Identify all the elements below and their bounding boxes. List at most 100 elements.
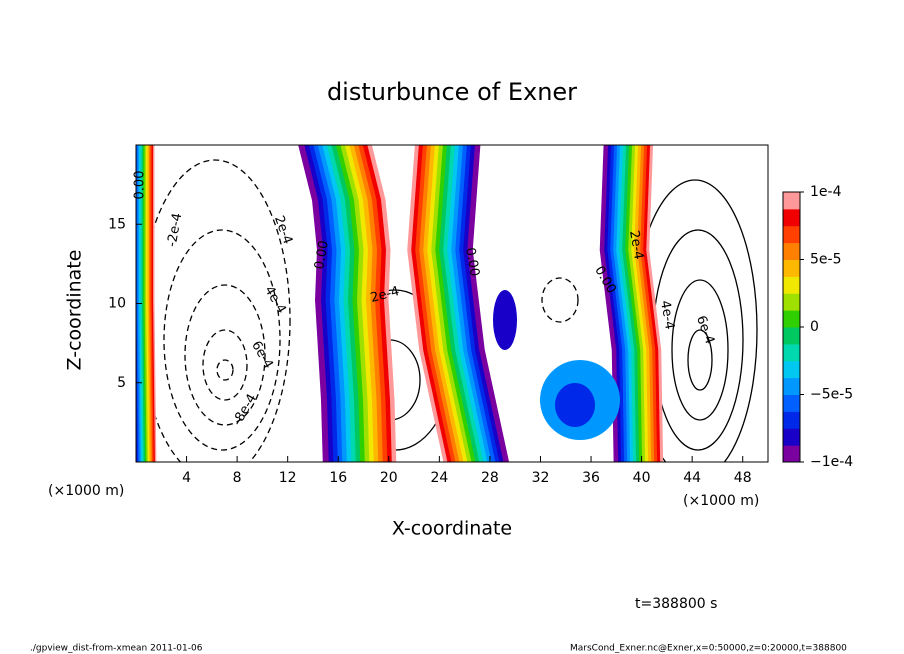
x-tick-label: 8 [233, 470, 242, 486]
color-band [641, 145, 661, 462]
y-tick-label: 5 [117, 375, 126, 391]
color-band [415, 145, 458, 462]
color-band [352, 145, 383, 462]
color-band [316, 145, 347, 462]
color-band [447, 145, 490, 462]
contour-label: 0.00 [462, 246, 482, 277]
colorbar-swatch [783, 310, 800, 328]
color-band [617, 145, 637, 462]
color-band [626, 145, 646, 462]
color-band [298, 145, 329, 462]
colorbar-tick-label: −1e-4 [810, 454, 853, 470]
chart-title: disturbunce of Exner [327, 78, 577, 106]
contour-label: 4e-4 [261, 284, 289, 317]
time-label: t=388800 s [635, 596, 717, 612]
x-tick-label: 44 [683, 470, 701, 486]
contour-label: 2e-4 [626, 229, 646, 260]
color-band [411, 145, 454, 462]
color-band [614, 145, 634, 462]
x-unit: (×1000 m) [683, 493, 759, 509]
colorbar-swatch [783, 242, 800, 260]
x-tick-label: 40 [633, 470, 651, 486]
color-band [439, 145, 482, 462]
colorbar-tick-label: 1e-4 [810, 184, 842, 200]
contour-label: 6e-4 [693, 314, 717, 347]
colorbar-swatch [783, 276, 800, 294]
y-unit: (×1000 m) [48, 483, 124, 499]
color-band [605, 145, 625, 462]
y-tick-label: 15 [108, 216, 126, 232]
color-band [427, 145, 470, 462]
color-blob [493, 290, 517, 350]
color-band [307, 145, 338, 462]
x-tick-label: 4 [182, 470, 191, 486]
contour-label: 0.00 [312, 239, 332, 270]
contour-label: 4e-4 [657, 299, 677, 330]
color-blob [555, 383, 595, 427]
color-band [459, 145, 502, 462]
colorbar-swatch [783, 428, 800, 446]
color-band [611, 145, 631, 462]
colorbar-swatch [783, 208, 800, 227]
x-tick-label: 20 [380, 470, 398, 486]
color-band [608, 145, 628, 462]
color-band [435, 145, 478, 462]
colorbar-swatch [783, 293, 800, 311]
x-tick-label: 32 [532, 470, 550, 486]
contour-label: 0.00 [133, 171, 148, 200]
x-tick-label: 24 [430, 470, 448, 486]
y-tick-label: 10 [108, 296, 126, 312]
color-band [463, 145, 506, 462]
x-tick-label: 16 [329, 470, 347, 486]
colorbar-tick-label: −5e-5 [810, 387, 853, 403]
footer-left: ./gpview_dist-from-xmean 2011-01-06 [30, 644, 203, 654]
color-band [338, 145, 370, 462]
color-band [629, 145, 649, 462]
color-band [632, 145, 652, 462]
colorbar-tick-label: 0 [810, 319, 819, 335]
contour-label: -2e-4 [165, 212, 186, 248]
positive-contours [339, 179, 758, 462]
color-band [467, 145, 510, 462]
color-band [320, 145, 352, 462]
color-band [325, 145, 356, 462]
contour-label: 2e-4 [271, 214, 295, 247]
x-tick-label: 36 [582, 470, 600, 486]
color-band [635, 145, 655, 462]
colorbar-swatch [783, 445, 800, 463]
colorbar-swatch [783, 394, 800, 412]
color-band [644, 145, 664, 462]
color-band [455, 145, 498, 462]
color-band [347, 145, 379, 462]
color-band [334, 145, 365, 462]
color-band [407, 145, 450, 462]
footer-right: MarsCond_Exner.nc@Exner,x=0:50000,z=0:20… [570, 644, 847, 654]
color-band [361, 145, 392, 462]
color-band [423, 145, 466, 462]
color-band [431, 145, 474, 462]
x-tick-label: 12 [279, 470, 297, 486]
x-tick-label: 48 [734, 470, 752, 486]
colorbar-swatch [783, 327, 800, 345]
contour-label: 2e-4 [369, 284, 401, 306]
colorbar-swatch [783, 192, 800, 210]
colorbar-swatch [783, 360, 800, 379]
color-band [356, 145, 388, 462]
colorbar-tick-label: 5e-5 [810, 252, 841, 268]
colorbar-swatch [783, 343, 800, 362]
colorbar-swatch [783, 225, 800, 244]
color-band [443, 145, 486, 462]
color-band [329, 145, 361, 462]
color-band [302, 145, 334, 462]
color-band [623, 145, 643, 462]
y-axis-label: Z-coordinate [64, 250, 86, 371]
x-axis-label: X-coordinate [392, 518, 512, 540]
color-band [638, 145, 658, 462]
x-tick-label: 28 [481, 470, 499, 486]
color-band [365, 145, 397, 462]
color-band [419, 145, 462, 462]
color-band [343, 145, 374, 462]
colorbar-swatch [783, 411, 800, 429]
contour-label: 6e-4 [248, 339, 276, 372]
